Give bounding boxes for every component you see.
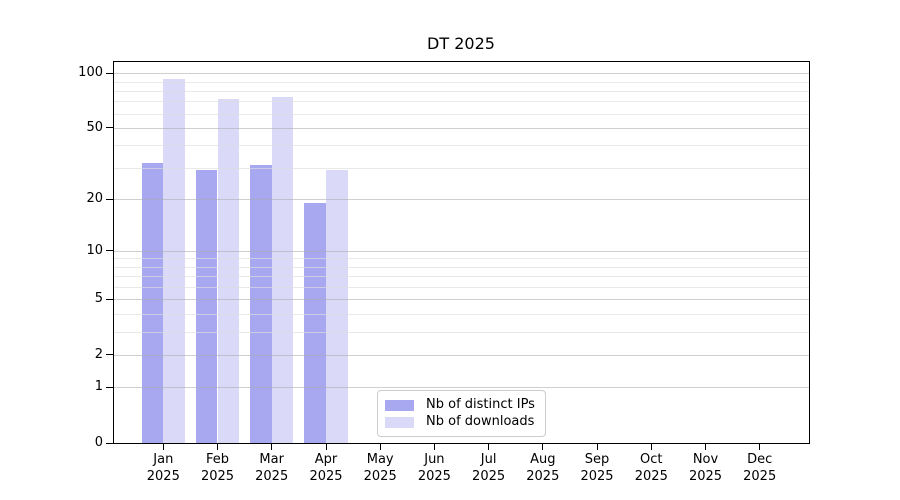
y-tick-mark — [106, 386, 113, 388]
gridline-minor — [114, 266, 809, 268]
y-tick-mark — [106, 250, 113, 252]
bar-downloads — [271, 97, 294, 443]
x-tick-mark — [705, 443, 706, 450]
x-tick-mark — [271, 443, 273, 450]
x-tick-label: Jul 2025 — [472, 452, 506, 484]
x-tick-mark — [325, 443, 327, 450]
bar-distinct-ips — [304, 202, 326, 443]
gridline-major — [114, 73, 809, 75]
legend-item-distinct-ips: Nb of distinct IPs — [385, 397, 537, 413]
gridline-major — [114, 127, 809, 129]
gridline-major — [114, 199, 809, 200]
x-tick-mark — [433, 443, 435, 450]
plot-area — [113, 61, 810, 444]
x-tick-label: Aug 2025 — [526, 452, 560, 484]
y-tick-label: 0 — [94, 435, 103, 450]
y-tick-mark — [106, 354, 113, 356]
gridline-minor — [114, 276, 809, 278]
y-tick-label: 100 — [78, 65, 103, 81]
x-tick-mark — [596, 443, 598, 450]
bar-downloads — [163, 78, 185, 443]
x-tick-label: Mar 2025 — [255, 452, 289, 484]
x-tick-label: Oct 2025 — [634, 452, 668, 484]
y-tick-label: 2 — [94, 346, 103, 362]
legend-swatch-downloads — [385, 416, 414, 428]
y-tick-label: 20 — [86, 191, 103, 206]
gridline-minor — [114, 90, 809, 92]
x-tick-label: Jan 2025 — [146, 452, 180, 484]
chart-title: DT 2025 — [427, 34, 495, 53]
legend-label-distinct-ips: Nb of distinct IPs — [426, 397, 535, 412]
gridline-minor — [114, 287, 809, 288]
x-tick-label: Sep 2025 — [580, 452, 614, 484]
x-tick-label: May 2025 — [363, 452, 397, 484]
bar-downloads — [217, 99, 240, 443]
x-tick-label: Apr 2025 — [309, 452, 343, 484]
bar-distinct-ips — [141, 162, 164, 443]
y-tick-mark — [106, 72, 113, 74]
gridline-minor — [114, 145, 809, 147]
y-tick-label: 5 — [94, 291, 103, 307]
gridline-minor — [114, 258, 809, 260]
legend-item-downloads: Nb of downloads — [385, 414, 537, 430]
x-tick-mark — [488, 443, 490, 450]
gridline-major — [114, 250, 809, 252]
gridline-major — [114, 354, 809, 356]
gridline-minor — [114, 314, 809, 315]
x-tick-label: Dec 2025 — [743, 452, 777, 484]
gridline-minor — [114, 331, 809, 333]
x-tick-label: Nov 2025 — [688, 452, 723, 484]
gridline-major — [114, 387, 809, 389]
x-tick-mark — [217, 443, 218, 450]
gridline-minor — [114, 167, 809, 169]
x-tick-label: Feb 2025 — [200, 452, 235, 484]
bar-distinct-ips — [250, 165, 272, 443]
legend: Nb of distinct IPs Nb of downloads — [377, 390, 546, 437]
x-tick-mark — [162, 443, 164, 450]
x-tick-mark — [379, 443, 381, 450]
y-tick-label: 50 — [86, 119, 103, 135]
y-tick-mark — [106, 442, 113, 444]
gridline-minor — [114, 101, 809, 103]
x-tick-mark — [650, 443, 652, 450]
legend-label-downloads: Nb of downloads — [426, 414, 535, 429]
gridline-minor — [114, 113, 809, 115]
bar-downloads — [326, 170, 348, 443]
x-tick-mark — [542, 443, 544, 450]
gridline-major — [114, 299, 809, 301]
y-tick-mark — [106, 298, 113, 300]
legend-swatch-distinct-ips — [385, 399, 414, 411]
gridline-minor — [114, 81, 809, 83]
x-tick-mark — [759, 443, 761, 450]
bar-distinct-ips — [195, 170, 218, 443]
y-tick-label: 10 — [86, 242, 103, 258]
y-tick-label: 1 — [94, 379, 103, 395]
x-tick-label: Jun 2025 — [417, 452, 451, 484]
y-tick-mark — [106, 127, 113, 129]
y-tick-mark — [106, 198, 113, 200]
